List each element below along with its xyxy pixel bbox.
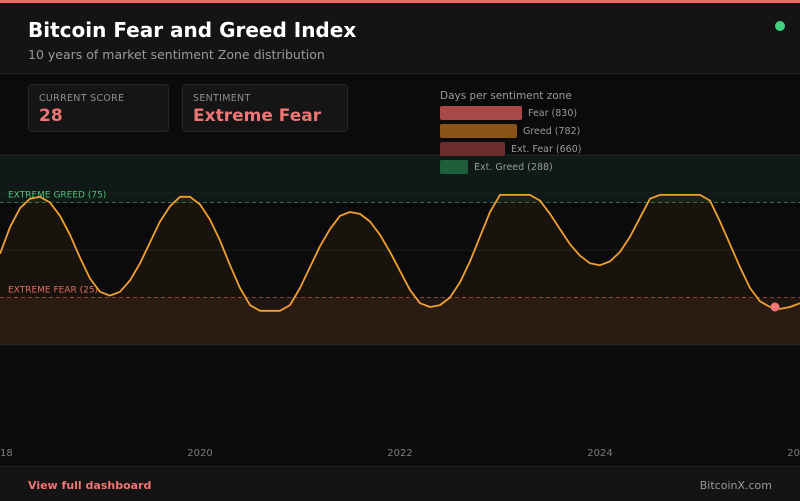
legend-bar — [440, 106, 522, 120]
series-area — [0, 194, 800, 345]
threshold-label: EXTREME FEAR (25) — [8, 286, 98, 296]
footer: View full dashboard BitcoinX.com — [0, 466, 800, 501]
threshold-label: EXTREME GREED (75) — [8, 191, 106, 201]
current-score-value: 28 — [39, 106, 63, 126]
sentiment-card: SENTIMENT Extreme Fear — [182, 84, 348, 132]
legend-label: Ext. Greed (288) — [474, 162, 553, 173]
legend-title: Days per sentiment zone — [440, 90, 572, 102]
live-status-dot — [775, 21, 785, 31]
page-title: Bitcoin Fear and Greed Index — [28, 18, 357, 42]
current-score-label: CURRENT SCORE — [39, 93, 125, 104]
series-line — [0, 194, 800, 312]
legend-bar — [440, 160, 468, 174]
x-tick-label: 2022 — [387, 448, 412, 459]
legend-bar — [440, 142, 505, 156]
legend-label: Ext. Fear (660) — [511, 144, 582, 155]
page-subtitle: 10 years of market sentiment Zone distri… — [28, 47, 325, 62]
x-tick-label: 2020 — [187, 448, 212, 459]
extreme-fear-band — [0, 297, 800, 345]
brand-label: BitcoinX.com — [699, 479, 772, 492]
header: Bitcoin Fear and Greed Index 10 years of… — [0, 3, 800, 74]
top-accent-bar — [0, 0, 800, 3]
legend-label: Greed (782) — [523, 126, 581, 137]
x-tick-label: 2018 — [0, 448, 13, 459]
sentiment-value: Extreme Fear — [193, 106, 322, 126]
x-tick-label: 2024 — [587, 448, 612, 459]
sentiment-label: SENTIMENT — [193, 93, 251, 104]
current-score-card: CURRENT SCORE 28 — [28, 84, 169, 132]
x-tick-label: 2026 — [787, 448, 800, 459]
current-point-marker — [770, 302, 780, 312]
legend-bar — [440, 124, 517, 138]
view-dashboard-link[interactable]: View full dashboard — [28, 479, 152, 492]
legend-label: Fear (830) — [528, 108, 578, 119]
